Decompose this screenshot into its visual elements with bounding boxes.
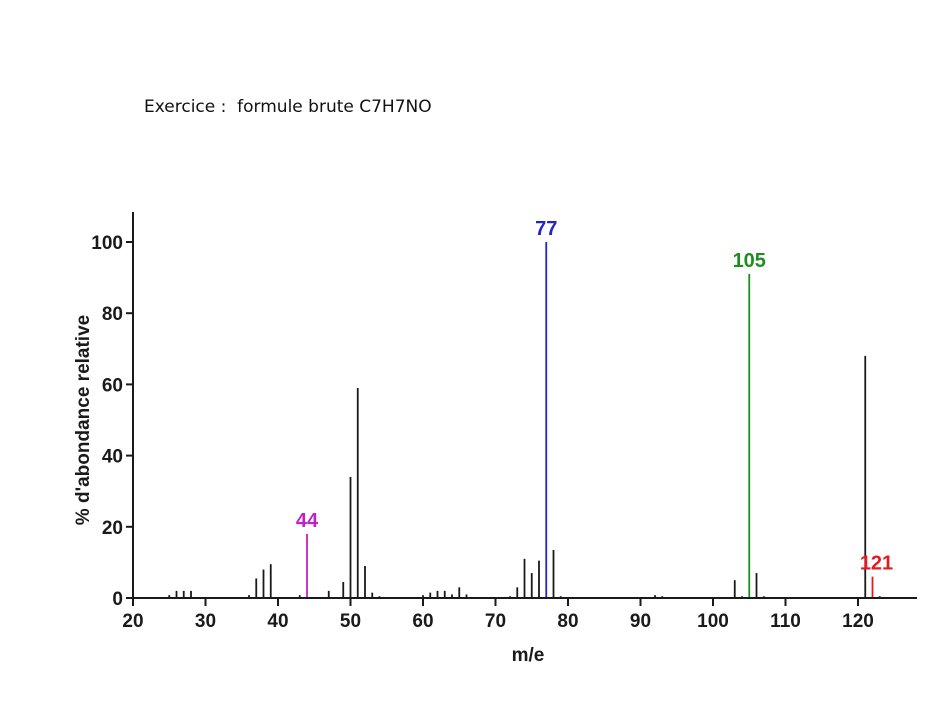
peak-label-121: 121 <box>860 553 893 575</box>
x-tick-label: 70 <box>485 611 506 632</box>
peak-labels: 44 77 105 121 <box>296 218 893 575</box>
x-tick-label: 40 <box>267 611 288 632</box>
y-tick-label: 100 <box>91 233 123 254</box>
x-tick-label: 100 <box>697 611 729 632</box>
peak-label-77: 77 <box>535 218 557 240</box>
y-tick-label: 0 <box>112 589 123 610</box>
x-tick-label: 90 <box>630 611 651 632</box>
x-tick-label: 50 <box>340 611 361 632</box>
x-axis-label: m/e <box>512 645 545 666</box>
y-axis-label: % d'abondance relative <box>73 315 94 525</box>
y-tick-label: 20 <box>102 518 123 539</box>
x-tick-label: 30 <box>195 611 216 632</box>
x-tick-label: 120 <box>842 611 874 632</box>
exercise-title: Exercice : formule brute C7H7NO <box>144 97 432 117</box>
y-tick-label: 40 <box>102 447 123 468</box>
x-tick-label: 110 <box>770 611 801 632</box>
y-tick-label: 60 <box>102 375 123 396</box>
peak-label-105: 105 <box>733 250 766 272</box>
peak-label-44: 44 <box>296 510 319 532</box>
peak-bars <box>168 242 881 598</box>
x-tick-label: 60 <box>412 611 433 632</box>
x-tick-label: 80 <box>557 611 578 632</box>
y-tick-label: 80 <box>102 304 123 325</box>
x-tick-label: 20 <box>122 611 143 632</box>
